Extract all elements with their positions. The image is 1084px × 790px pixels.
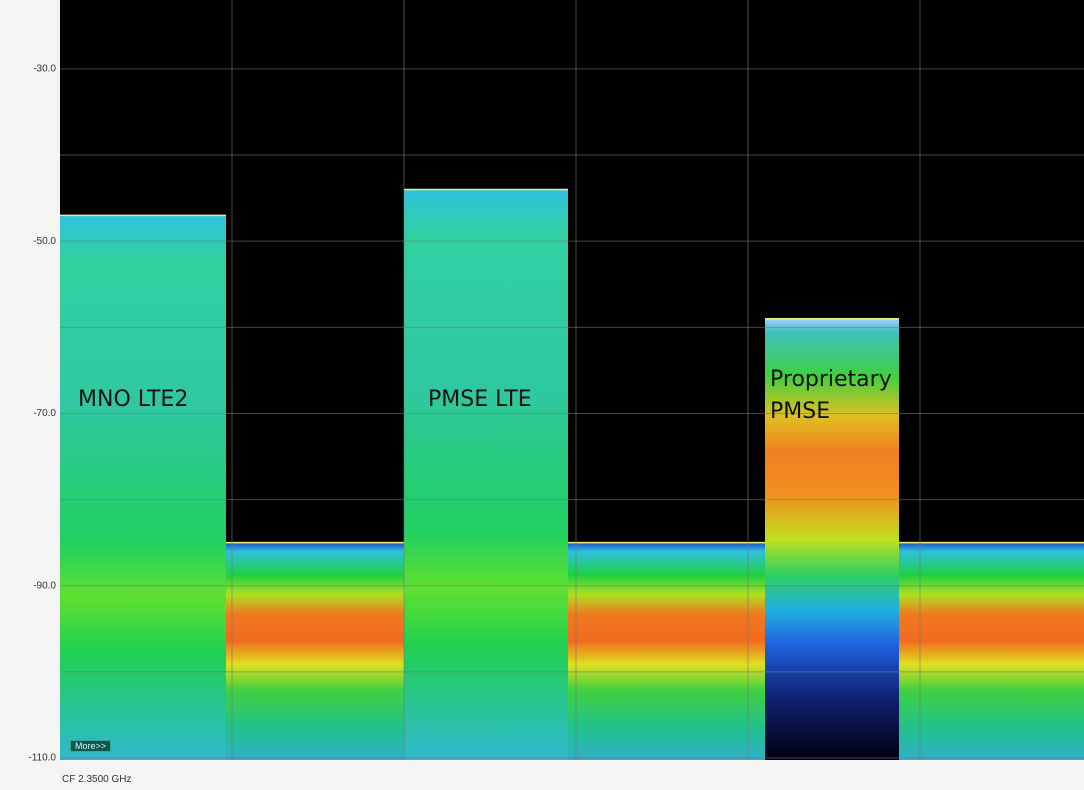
signal-label: Proprietary PMSE: [770, 367, 892, 424]
signal-label: MNO LTE2: [78, 387, 189, 412]
y-tick-label: -70.0: [33, 408, 56, 419]
noise-floor: [60, 542, 1084, 760]
more-button[interactable]: More>>: [70, 740, 112, 752]
signal-label: PMSE LTE: [428, 387, 532, 412]
y-tick-label: -50.0: [33, 236, 56, 247]
signal-band: [60, 215, 226, 760]
signal-band: [404, 189, 568, 760]
center-frequency: CF 2.3500 GHz: [62, 774, 132, 785]
y-tick-label: -30.0: [33, 64, 56, 75]
y-tick-label: -110.0: [28, 753, 56, 764]
signal-band: [765, 318, 899, 760]
y-tick-label: -90.0: [33, 580, 56, 591]
